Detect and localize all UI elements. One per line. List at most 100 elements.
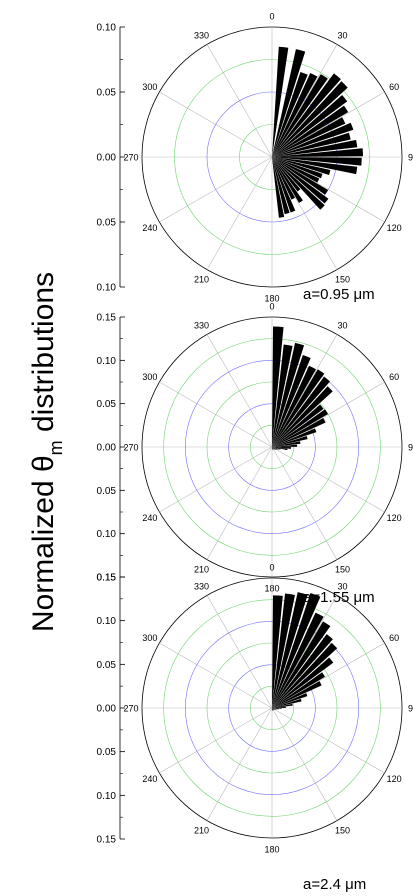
polar-bar (272, 681, 322, 708)
polar-bar (272, 157, 329, 195)
polar-bar (272, 94, 348, 157)
polar-bar (272, 621, 331, 708)
polar-bar (272, 157, 362, 166)
polar-bar (272, 447, 276, 450)
polar-bar (272, 634, 333, 708)
angle-tick-label: 90 (408, 704, 413, 714)
radial-ring (250, 425, 294, 469)
left-axis-tick-label: 0.15 (97, 313, 117, 324)
polar-bar (272, 708, 274, 711)
polar-bar (272, 447, 281, 450)
polar-bar (272, 703, 293, 708)
polar-bar (272, 365, 316, 447)
left-axis-tick-label: 0.15 (97, 573, 117, 584)
polar-bar (272, 157, 329, 204)
angle-tick-label: 60 (389, 372, 399, 382)
polar-bar (272, 404, 324, 447)
polar-bar (272, 417, 326, 447)
angle-tick-label: 240 (142, 774, 157, 784)
polar-bar (272, 441, 301, 447)
left-axis: 0.15 0.10 0.05 0.00 0.05 0.10 0.15 (97, 313, 125, 584)
radial-ring (163, 599, 381, 817)
angle-tick-label: 0 (269, 563, 274, 573)
polar-bar (272, 376, 330, 447)
polar-bar (272, 708, 278, 710)
left-axis-tick-label: 0.10 (97, 283, 117, 294)
angle-tick-label: 300 (142, 372, 157, 382)
polar-bar (272, 447, 273, 450)
polar-bar (272, 344, 293, 447)
left-axis: 0.10 0.05 0.00 0.05 0.10 (97, 23, 125, 294)
angle-tick-label: 120 (387, 223, 402, 233)
polar-bar (272, 157, 325, 210)
radial-ring (185, 621, 359, 795)
polar-bar (272, 157, 296, 200)
polar-bar (272, 157, 290, 215)
angle-tick-label: 30 (337, 320, 347, 330)
left-axis-tick-label: 0.10 (97, 616, 117, 627)
polar-bar (272, 157, 331, 175)
left-axis-tick-label: 0.05 (97, 486, 117, 497)
polar-bar (272, 447, 277, 450)
polar-bar (272, 73, 318, 157)
left-axis-tick-label: 0.05 (97, 747, 117, 758)
polar-bar (272, 139, 358, 157)
polar-bar (272, 157, 303, 203)
angle-tick-label: 330 (194, 30, 209, 40)
radial-ring (206, 642, 338, 774)
polar-bar (272, 157, 296, 213)
angle-tick-label: 210 (194, 275, 209, 285)
polar-bar (272, 447, 274, 450)
polar-bar (272, 342, 305, 447)
size-annotation: a=0.95 μm (303, 286, 375, 303)
angle-tick-label: 150 (335, 826, 350, 836)
polar-bar (272, 117, 346, 157)
angle-tick-label: 60 (389, 633, 399, 643)
radial-ring (206, 91, 338, 223)
polar-bar (272, 595, 283, 708)
polar-chart-1: 03060901201501802102402703003300.100.050… (97, 12, 413, 304)
polar-bar (272, 708, 274, 711)
polar-bar (272, 386, 333, 447)
angle-tick-label: 330 (194, 581, 209, 591)
radial-ring (163, 338, 381, 556)
polar-bar (272, 46, 289, 157)
polar-bar (272, 447, 273, 450)
radial-ring (228, 403, 316, 491)
radial-ring (174, 59, 370, 255)
angle-tick-label: 210 (194, 565, 209, 575)
polar-bar (272, 444, 298, 447)
angle-tick-label: 180 (264, 294, 279, 304)
polar-bar (272, 157, 323, 179)
polar-bar (272, 447, 288, 451)
polar-bar (272, 157, 320, 183)
left-axis-tick-label: 0.10 (97, 23, 117, 34)
polar-bar (272, 81, 348, 157)
polar-bar (272, 105, 349, 157)
polar-bar (272, 354, 311, 447)
radial-ring (228, 664, 316, 752)
left-axis: 0.15 0.10 0.05 0.00 0.05 0.10 0.15 (97, 573, 125, 846)
polar-bar (272, 447, 275, 450)
polar-bar (272, 157, 358, 175)
polar-bar (272, 698, 302, 708)
left-axis-tick-label: 0.15 (97, 573, 117, 584)
polar-bar (272, 708, 279, 710)
polar-bar (272, 708, 282, 709)
radial-ring (206, 381, 338, 513)
left-axis-tick-label: 0.05 (97, 399, 117, 410)
angle-tick-label: 330 (194, 320, 209, 330)
polar-bar (272, 73, 341, 157)
polar-bar (272, 693, 308, 708)
polar-bar (272, 447, 274, 450)
angle-tick-label: 120 (387, 513, 402, 523)
polar-chart-2: 03060901201501802102402703003300.150.100… (97, 302, 413, 607)
angle-tick-label: 0 (269, 12, 274, 22)
polar-bar (272, 148, 363, 157)
angle-tick-label: 180 (264, 845, 279, 855)
left-axis-tick-label: 0.10 (97, 356, 117, 367)
left-axis-tick-label: 0.05 (97, 218, 117, 229)
polar-bar (272, 708, 275, 711)
angle-tick-label: 90 (408, 443, 413, 453)
